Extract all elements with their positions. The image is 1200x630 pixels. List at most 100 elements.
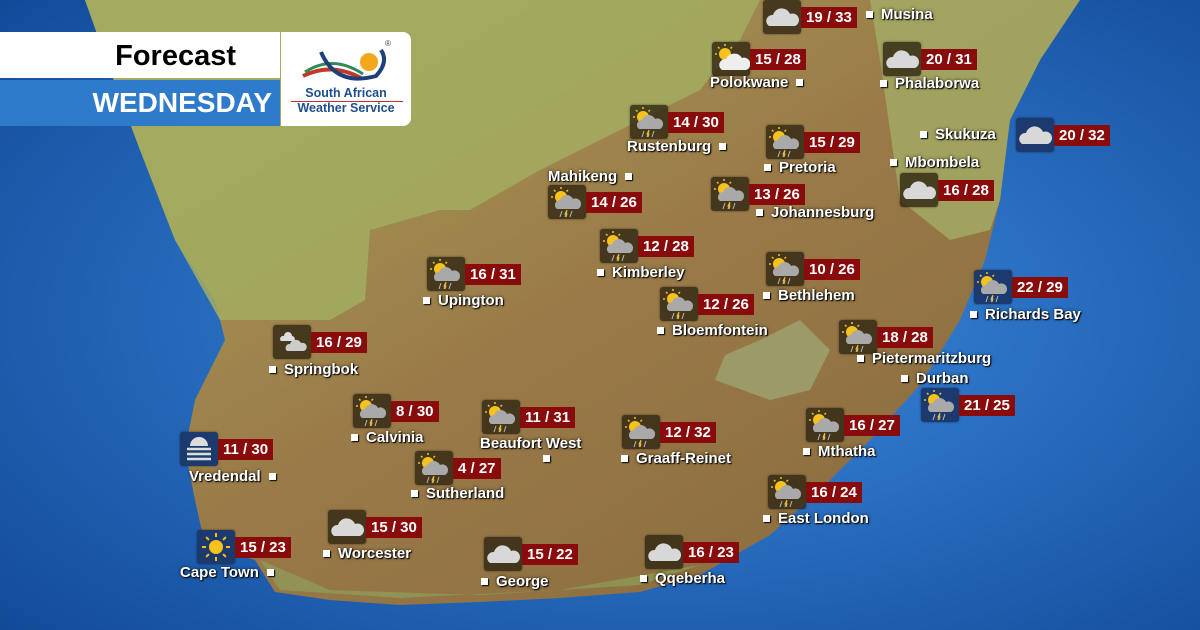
city-marker bbox=[423, 297, 430, 304]
weather-icon-box bbox=[273, 325, 311, 359]
min-max-temperature: 20 / 31 bbox=[921, 49, 977, 70]
city-marker bbox=[657, 327, 664, 334]
city-marker bbox=[543, 455, 550, 462]
min-max-temperature: 16 / 23 bbox=[683, 542, 739, 563]
city-name: Bloemfontein bbox=[657, 322, 768, 339]
city-name: Musina bbox=[866, 6, 933, 23]
min-max-temperature: 16 / 29 bbox=[311, 332, 367, 353]
partly-cloudy-thunderstorm-icon bbox=[551, 187, 582, 218]
weather-icon-box bbox=[839, 320, 877, 354]
min-max-temperature: 16 / 31 bbox=[465, 264, 521, 285]
city-name: Pietermaritzburg bbox=[857, 350, 991, 367]
min-max-temperature: 18 / 28 bbox=[877, 327, 933, 348]
city-name: Vredendal bbox=[189, 468, 276, 485]
weather-icon-box bbox=[921, 388, 959, 422]
weather-icon-box bbox=[353, 394, 391, 428]
weather-icon-box bbox=[548, 185, 586, 219]
city-name: East London bbox=[763, 510, 869, 527]
fog-icon bbox=[187, 437, 211, 461]
weather-icon-box bbox=[630, 105, 668, 139]
city-marker bbox=[625, 173, 633, 180]
saws-logo-mark: ® bbox=[302, 39, 391, 81]
city-name: Cape Town bbox=[180, 564, 274, 581]
city-marker bbox=[597, 269, 604, 276]
cloudy-icon bbox=[903, 181, 936, 199]
weather-icon-box bbox=[622, 415, 660, 449]
weather-icon-box bbox=[712, 42, 751, 76]
city-marker bbox=[796, 79, 804, 86]
city-marker bbox=[268, 473, 276, 480]
min-max-temperature: 21 / 25 bbox=[959, 395, 1015, 416]
city-name: Qqeberha bbox=[640, 570, 725, 587]
city-name: Skukuza bbox=[920, 126, 996, 143]
partly-cloudy-thunderstorm-icon bbox=[924, 390, 955, 421]
partly-cloudy-thunderstorm-icon bbox=[771, 477, 802, 508]
city-name: Polokwane bbox=[710, 74, 804, 91]
cloudy-icon bbox=[648, 543, 681, 561]
weather-icon-box bbox=[768, 475, 806, 509]
min-max-temperature: 14 / 30 bbox=[668, 112, 724, 133]
city-name: Richards Bay bbox=[970, 306, 1081, 323]
cloudy-icon bbox=[1019, 126, 1052, 144]
city-name: Mthatha bbox=[803, 443, 876, 460]
partly-cloudy-thunderstorm-icon bbox=[714, 179, 745, 210]
weather-icon-box bbox=[766, 252, 804, 286]
min-max-temperature: 12 / 28 bbox=[638, 236, 694, 257]
city-marker bbox=[880, 80, 887, 87]
city-marker bbox=[866, 11, 873, 18]
logo-line1: South African bbox=[305, 86, 387, 100]
min-max-temperature: 12 / 32 bbox=[660, 422, 716, 443]
city-name: Calvinia bbox=[351, 429, 424, 446]
min-max-temperature: 13 / 26 bbox=[749, 184, 805, 205]
city-name: Pretoria bbox=[764, 159, 836, 176]
city-marker bbox=[640, 575, 647, 582]
weather-icon-box bbox=[484, 537, 522, 571]
svg-text:®: ® bbox=[385, 39, 391, 48]
logo-line2: Weather Service bbox=[297, 101, 395, 115]
weather-icon-box bbox=[482, 400, 520, 434]
weather-icon-box bbox=[974, 270, 1012, 304]
city-name: Johannesburg bbox=[756, 204, 874, 221]
saws-logo: ® South African Weather Service bbox=[281, 32, 411, 126]
city-name: Bethlehem bbox=[763, 287, 855, 304]
cloudy-icon bbox=[331, 518, 364, 536]
city-name: Mahikeng bbox=[548, 168, 633, 185]
min-max-temperature: 15 / 23 bbox=[235, 537, 291, 558]
city-name: Durban bbox=[901, 370, 969, 387]
weather-icon-box bbox=[600, 229, 638, 263]
city-marker bbox=[857, 355, 864, 362]
weather-icon-box bbox=[1016, 118, 1054, 152]
partly-cloudy-thunderstorm-icon bbox=[769, 254, 800, 285]
weather-icon-box bbox=[180, 432, 218, 466]
partly-cloudy-thunderstorm-icon bbox=[603, 231, 634, 262]
min-max-temperature: 16 / 27 bbox=[844, 415, 900, 436]
forecast-title: Forecast bbox=[0, 32, 280, 78]
weather-icon-box bbox=[328, 510, 366, 544]
min-max-temperature: 15 / 30 bbox=[366, 517, 422, 538]
city-marker bbox=[764, 164, 771, 171]
cloudy-icon bbox=[886, 50, 919, 68]
partly-cloudy-night-icon bbox=[280, 332, 307, 351]
partly-cloudy-thunderstorm-icon bbox=[663, 289, 694, 320]
weather-icon-box bbox=[711, 177, 749, 211]
min-max-temperature: 20 / 32 bbox=[1054, 125, 1110, 146]
city-marker bbox=[890, 159, 897, 166]
partly-cloudy-thunderstorm-icon bbox=[633, 107, 664, 138]
min-max-temperature: 8 / 30 bbox=[391, 401, 439, 422]
city-marker bbox=[763, 515, 770, 522]
weather-icon-box bbox=[883, 42, 921, 76]
city-marker bbox=[351, 434, 358, 441]
city-marker bbox=[920, 131, 927, 138]
city-marker bbox=[269, 366, 276, 373]
city-marker bbox=[803, 448, 810, 455]
min-max-temperature: 16 / 28 bbox=[938, 180, 994, 201]
partly-cloudy-thunderstorm-icon bbox=[769, 127, 800, 158]
min-max-temperature: 11 / 31 bbox=[520, 407, 576, 428]
city-name: Worcester bbox=[323, 545, 411, 562]
min-max-temperature: 14 / 26 bbox=[586, 192, 642, 213]
weather-icon-box bbox=[763, 0, 801, 34]
sunny-icon bbox=[202, 533, 230, 561]
partly-cloudy-thunderstorm-icon bbox=[977, 272, 1008, 303]
min-max-temperature: 11 / 30 bbox=[218, 439, 274, 460]
city-name: Kimberley bbox=[597, 264, 685, 281]
